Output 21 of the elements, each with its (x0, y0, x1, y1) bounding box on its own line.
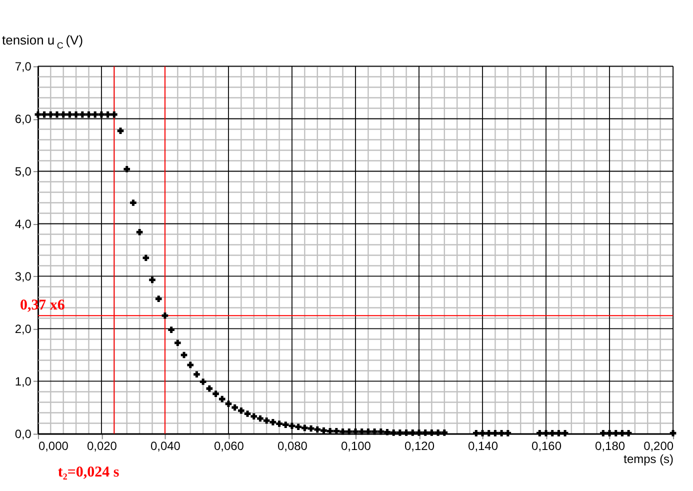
y-tick-label: 2,0 (14, 322, 32, 336)
y-tick-label: 0,0 (14, 427, 32, 442)
y-tick-label: 4,0 (14, 217, 32, 232)
x-tick-label: 0,140 (468, 439, 498, 454)
y-tick-label: 1,0 (14, 374, 32, 389)
x-tick-label: 0,000 (38, 439, 69, 454)
y-tick-label: 5,0 (14, 164, 32, 179)
x-tick-label: 0,180 (595, 439, 626, 454)
x-tick-label: 0,020 (86, 439, 118, 454)
x-tick-label: 0,100 (341, 439, 372, 454)
x-tick-label: 0,160 (532, 439, 562, 454)
x-tick-label: 0,200 (644, 439, 674, 454)
y-tick-label: 3,0 (14, 270, 32, 284)
text: t₂=0,024 s (58, 464, 120, 481)
y-tick-label: 7,0 (14, 60, 32, 74)
x-tick-label: 0,040 (150, 439, 181, 454)
x-tick-label: 0,120 (404, 439, 435, 454)
y-tick-label: 6,0 (14, 112, 32, 126)
x-axis-title: temps (s) (624, 452, 674, 466)
x-tick-label: 0,080 (278, 439, 308, 454)
x-tick-label: 0,060 (214, 439, 244, 454)
